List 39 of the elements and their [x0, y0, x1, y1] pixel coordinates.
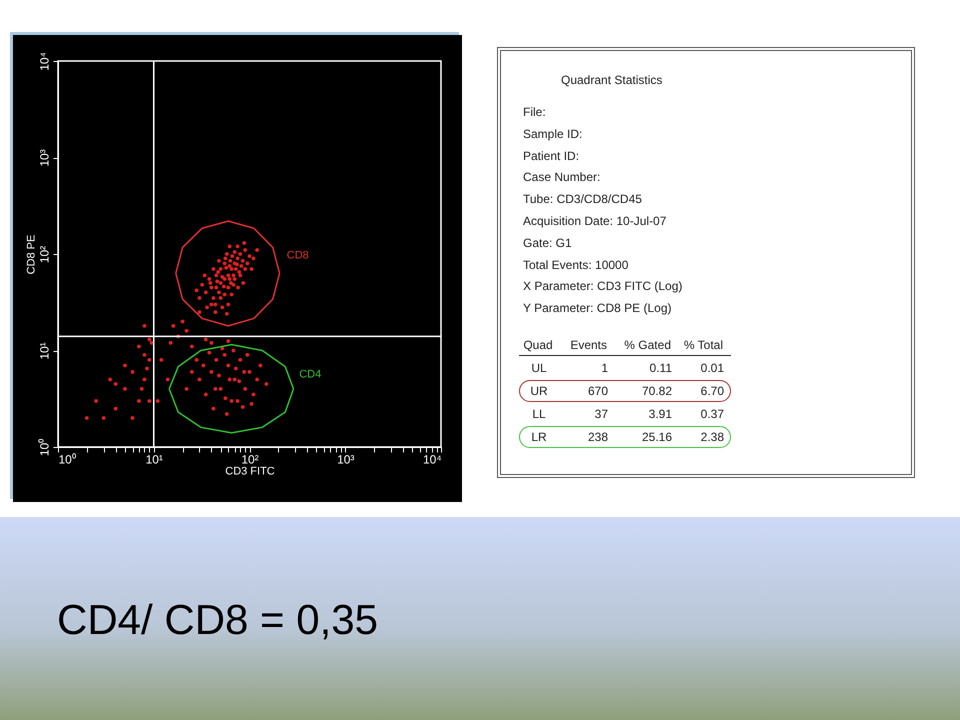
category-label: % Gated — [623, 338, 671, 352]
text: Quadrant Statistics — [561, 73, 662, 87]
text: X Parameter: CD3 FITC (Log) — [523, 279, 682, 294]
series-label: CD4 — [299, 368, 322, 381]
text: 37 — [594, 407, 608, 421]
text: 0.37 — [700, 407, 724, 421]
y-tick-label: 10² — [38, 246, 52, 264]
series-label: CD8 — [286, 249, 309, 262]
row-outline: LR 238 25.16 2.38 — [519, 426, 731, 448]
x-tick-label: 10⁴ — [422, 452, 442, 466]
text: 0.11 — [650, 361, 672, 375]
category-label: Quad — [522, 338, 554, 352]
category-label: % Total — [682, 338, 723, 352]
text: Case Number: — [523, 170, 600, 184]
text: File: — [523, 105, 546, 119]
category-label: LL — [532, 407, 546, 421]
row-outline: UR 670 70.82 6.70 — [519, 380, 731, 402]
text: 0.01 — [700, 361, 724, 375]
text: Sample ID: — [523, 126, 582, 141]
text: 1 — [601, 361, 608, 375]
text: 3.91 — [648, 407, 672, 421]
x-tick-label: 10¹ — [146, 452, 163, 466]
y-tick-label: 10⁴ — [38, 52, 52, 71]
text: Y Parameter: CD8 PE (Log) — [523, 301, 672, 316]
text: Patient ID: — [523, 148, 580, 163]
x-axis-title: CD3 FITC — [225, 466, 275, 478]
x-tick-label: 10² — [241, 452, 259, 466]
category-label: Events — [569, 338, 607, 352]
text: Acquisition Date: 10-Jul-07 — [523, 214, 666, 228]
text: CD4/ CD8 = 0,35 — [57, 596, 378, 644]
x-tick-label: 10⁰ — [58, 452, 76, 466]
x-tick-label: 10³ — [337, 452, 354, 466]
text: Gate: G1 — [523, 236, 572, 250]
y-tick-label: 10¹ — [38, 342, 52, 360]
text: Tube: CD3/CD8/CD45 — [523, 192, 642, 206]
text: Total Events: 10000 — [523, 258, 628, 272]
category-label: UL — [531, 361, 547, 375]
y-axis-title: CD8 PE — [26, 234, 38, 274]
y-tick-label: 10³ — [38, 149, 52, 167]
